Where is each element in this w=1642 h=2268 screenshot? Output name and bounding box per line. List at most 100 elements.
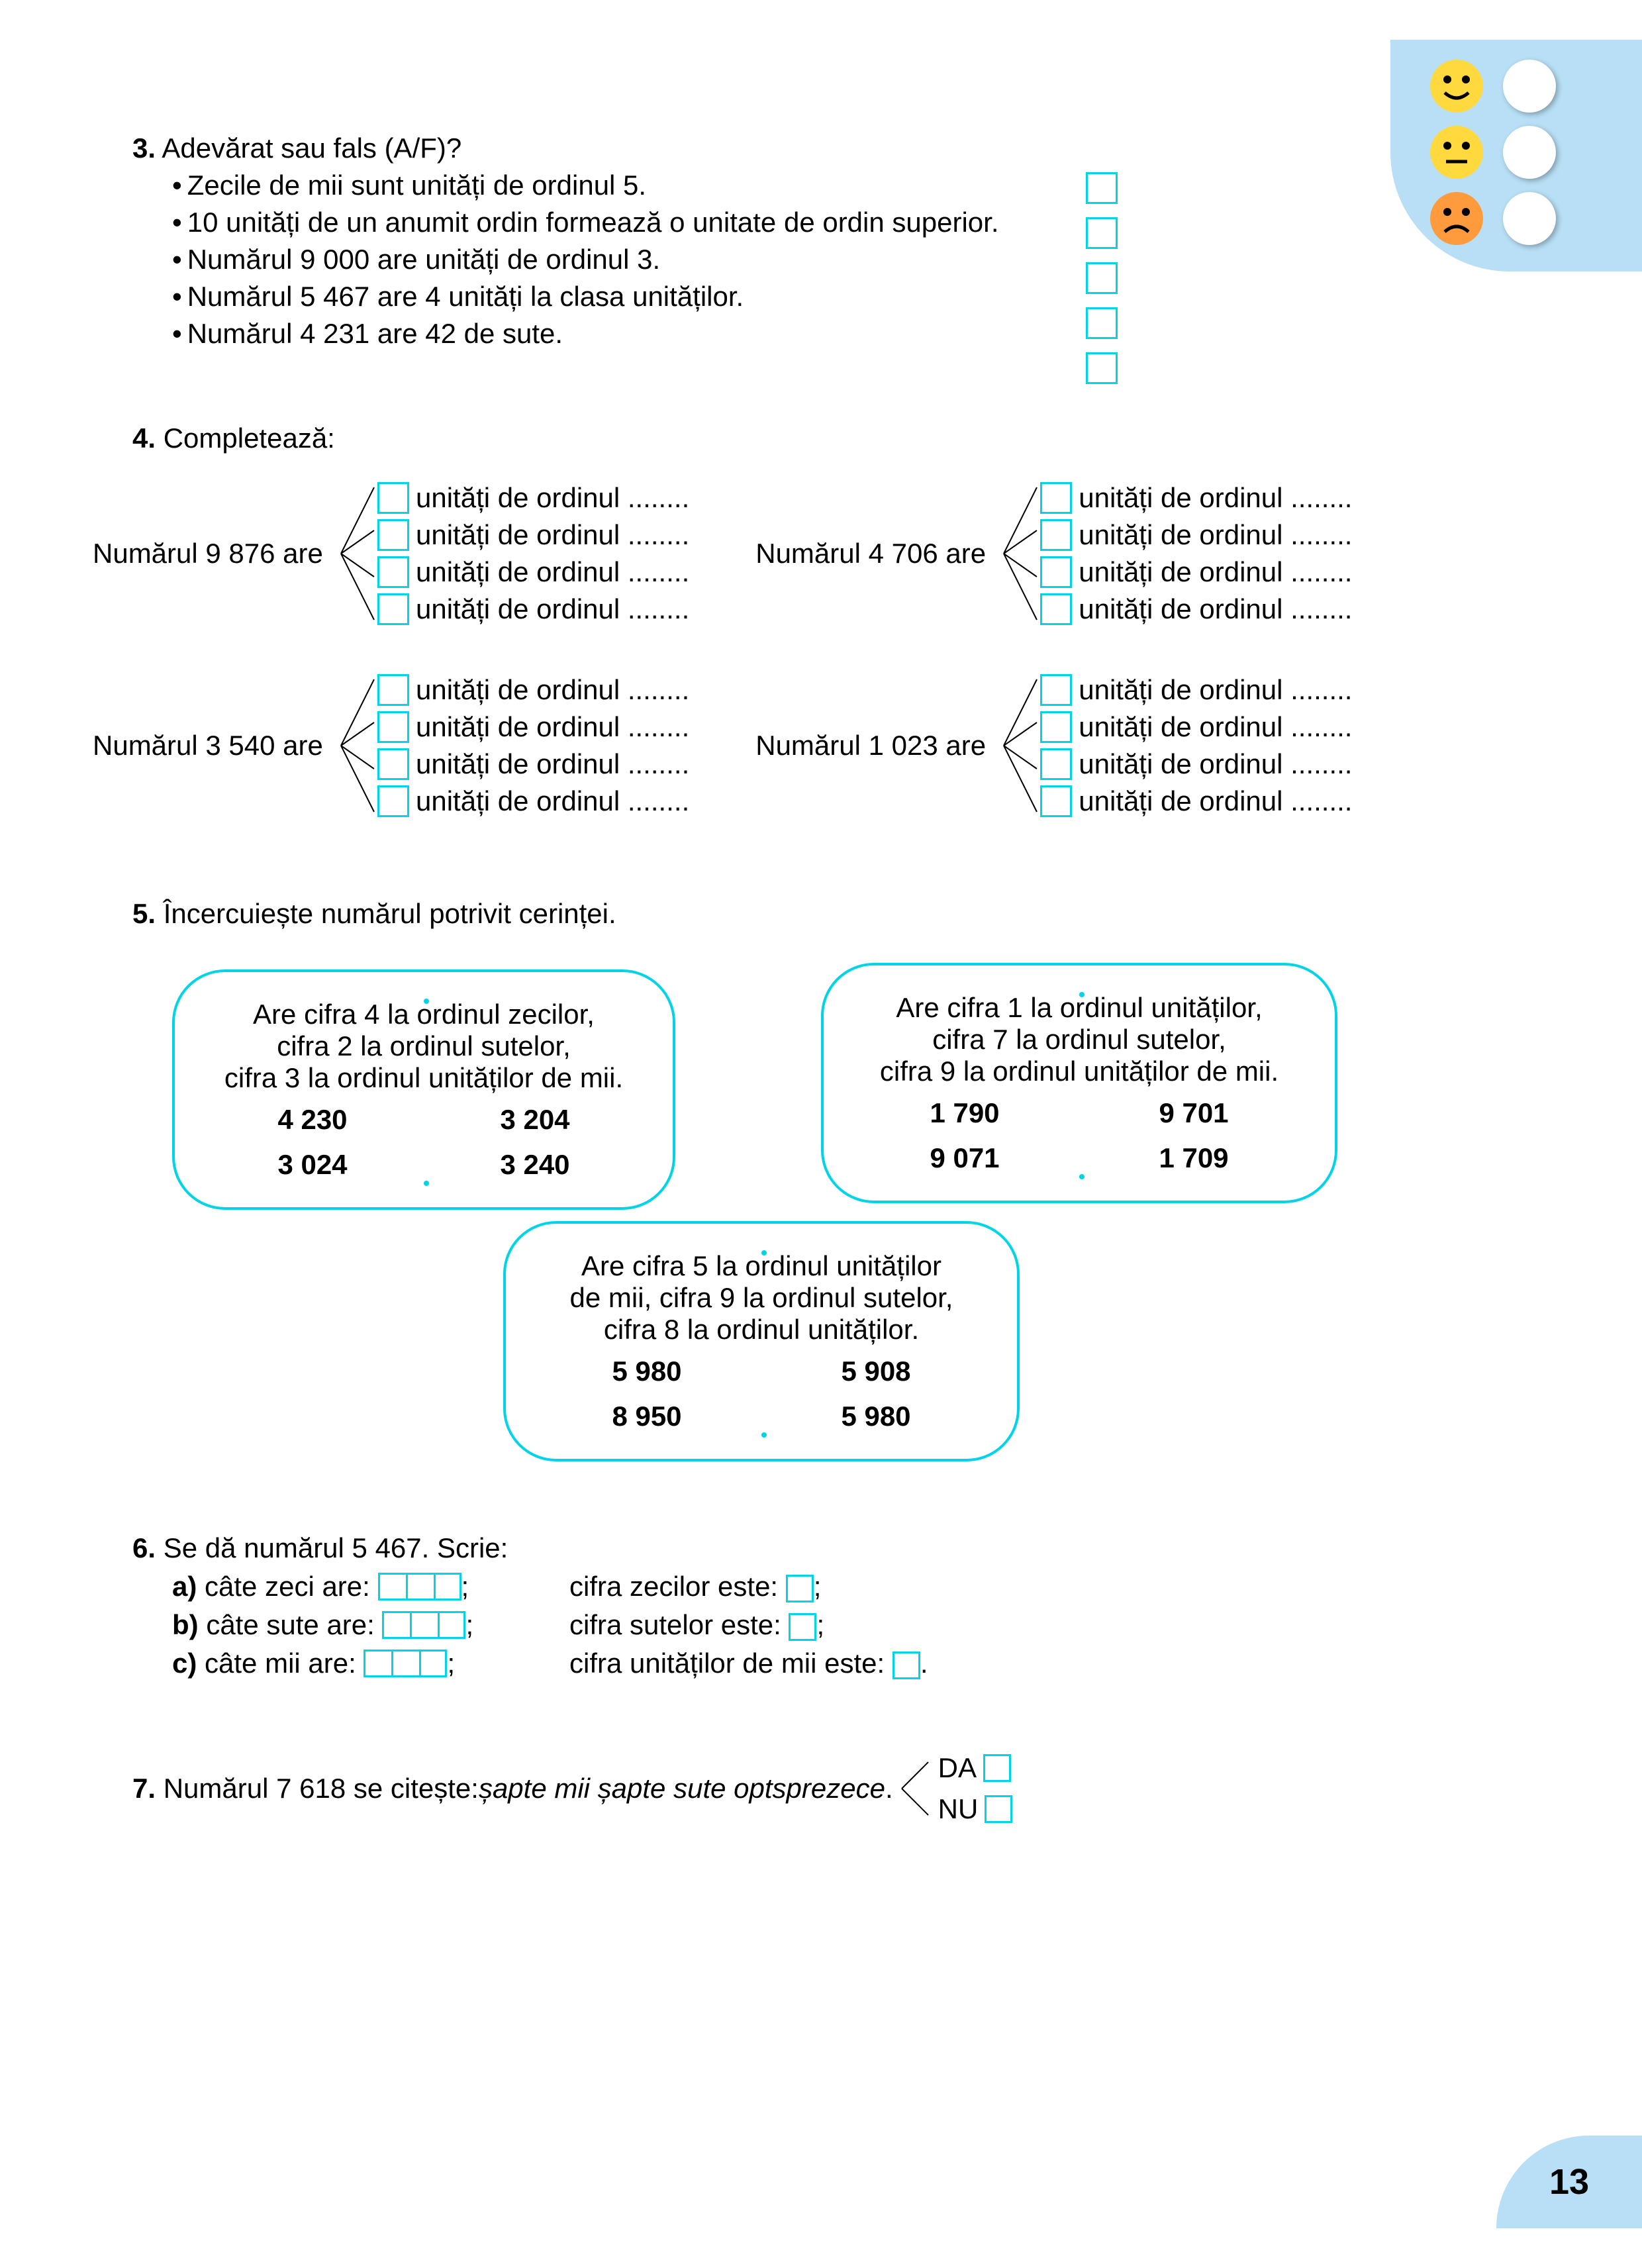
page-number: 13 (1496, 2136, 1642, 2228)
cloud-num[interactable]: 1 709 (1159, 1142, 1228, 1174)
cloud-3: Are cifra 5 la ordinul unităților de mii… (503, 1221, 1020, 1461)
answer-box[interactable] (789, 1613, 816, 1641)
cloud-num[interactable]: 8 950 (612, 1401, 681, 1432)
cloud-num[interactable]: 5 980 (612, 1356, 681, 1387)
q6-left-text: câte mii are: (205, 1648, 356, 1679)
answer-box[interactable] (378, 1573, 406, 1601)
answer-box[interactable] (1040, 785, 1072, 817)
answer-box[interactable] (786, 1575, 814, 1602)
answer-box[interactable] (985, 1795, 1012, 1823)
question-6: 6. Se dă numărul 5 467. Scrie: a) câte z… (132, 1532, 1523, 1679)
q6-letter: b) (172, 1609, 199, 1641)
cloud-num[interactable]: 5 980 (841, 1401, 910, 1432)
q6-right-text: cifra zecilor este: (569, 1571, 778, 1602)
cloud-2: Are cifra 1 la ordinul unităților, cifra… (821, 963, 1337, 1203)
answer-box[interactable] (1040, 556, 1072, 588)
fill-text: unități de ordinul ........ (416, 482, 689, 514)
answer-box[interactable] (1040, 519, 1072, 551)
fill-text: unități de ordinul ........ (416, 556, 689, 588)
answer-box[interactable] (377, 556, 409, 588)
q6-left-text: câte zeci are: (205, 1571, 370, 1602)
q4-group: Numărul 1 023 are unități de ordinul ...… (755, 666, 1352, 825)
answer-box[interactable] (1040, 711, 1072, 743)
q5-title: Încercuiește numărul potrivit cerinței. (164, 898, 616, 929)
fill-text: unități de ordinul ........ (1079, 748, 1352, 780)
cloud-line: Are cifra 1 la ordinul unităților, (863, 992, 1295, 1024)
bracket-icon (1000, 666, 1040, 825)
answer-box[interactable] (1086, 172, 1118, 204)
nu-label: NU (938, 1793, 979, 1825)
answer-box[interactable] (1040, 748, 1072, 780)
cloud-num[interactable]: 4 230 (277, 1104, 347, 1136)
cloud-num[interactable]: 3 240 (500, 1149, 569, 1181)
q4-label: Numărul 4 706 are (755, 538, 1000, 569)
fill-text: unități de ordinul ........ (416, 593, 689, 625)
fill-text: unități de ordinul ........ (1079, 785, 1352, 817)
q5-number: 5. (132, 898, 156, 929)
question-5: 5. Încercuiește numărul potrivit cerințe… (132, 898, 1523, 1459)
answer-box[interactable] (410, 1611, 438, 1639)
q3-item: Numărul 4 231 are 42 de sute. (187, 318, 563, 350)
answer-box[interactable] (377, 482, 409, 514)
fill-text: unități de ordinul ........ (416, 748, 689, 780)
da-label: DA (938, 1752, 977, 1784)
cloud-num[interactable]: 1 790 (930, 1097, 999, 1129)
bracket-icon (1000, 474, 1040, 633)
cloud-1: Are cifra 4 la ordinul zecilor, cifra 2 … (172, 969, 675, 1210)
q3-title: Adevărat sau fals (A/F)? (162, 132, 461, 164)
q4-title: Completează: (164, 422, 335, 454)
q3-item: Zecile de mii sunt unități de ordinul 5. (187, 170, 646, 201)
fill-text: unități de ordinul ........ (1079, 593, 1352, 625)
q3-number: 3. (132, 132, 156, 164)
answer-box[interactable] (377, 519, 409, 551)
q7-text-prefix: Numărul 7 618 se citește: (164, 1773, 479, 1804)
q3-item: 10 unități de un anumit ordin formează o… (187, 207, 999, 238)
rating-slot-happy[interactable] (1503, 60, 1556, 113)
bracket-icon (338, 474, 377, 633)
answer-box[interactable] (377, 593, 409, 625)
q6-title: Se dă numărul 5 467. Scrie: (164, 1532, 508, 1563)
answer-box[interactable] (363, 1650, 391, 1677)
answer-box[interactable] (1086, 217, 1118, 249)
cloud-line: cifra 2 la ordinul sutelor, (215, 1030, 633, 1062)
q6-letter: a) (172, 1571, 197, 1602)
answer-box[interactable] (419, 1650, 447, 1677)
answer-box[interactable] (391, 1650, 419, 1677)
fill-text: unități de ordinul ........ (1079, 674, 1352, 706)
cloud-num[interactable]: 3 204 (500, 1104, 569, 1136)
q4-group: Numărul 3 540 are unități de ordinul ...… (93, 666, 689, 825)
answer-box[interactable] (406, 1573, 434, 1601)
cloud-line: cifra 8 la ordinul unităților. (546, 1314, 977, 1346)
fill-text: unități de ordinul ........ (1079, 711, 1352, 743)
cloud-num[interactable]: 3 024 (277, 1149, 347, 1181)
answer-box[interactable] (438, 1611, 465, 1639)
cloud-line: de mii, cifra 9 la ordinul sutelor, (546, 1282, 977, 1314)
q7-number: 7. (132, 1773, 156, 1804)
fill-text: unități de ordinul ........ (416, 674, 689, 706)
answer-box[interactable] (377, 748, 409, 780)
q4-label: Numărul 9 876 are (93, 538, 338, 569)
q6-right-text: cifra unităților de mii este: (569, 1648, 885, 1679)
answer-box[interactable] (1040, 593, 1072, 625)
q6-letter: c) (172, 1648, 197, 1679)
answer-box[interactable] (377, 711, 409, 743)
answer-box[interactable] (1086, 352, 1118, 384)
cloud-num[interactable]: 5 908 (841, 1356, 910, 1387)
answer-box[interactable] (1040, 482, 1072, 514)
cloud-num[interactable]: 9 071 (930, 1142, 999, 1174)
question-3: 3. Adevărat sau fals (A/F)? •Zecile de m… (132, 132, 1523, 350)
answer-box[interactable] (377, 785, 409, 817)
answer-box[interactable] (1086, 262, 1118, 294)
answer-box[interactable] (434, 1573, 461, 1601)
answer-box[interactable] (1040, 674, 1072, 706)
question-4: 4. Completează: Numărul 9 876 are unităț… (93, 422, 1523, 825)
answer-box[interactable] (382, 1611, 410, 1639)
cloud-num[interactable]: 9 701 (1159, 1097, 1228, 1129)
q4-group: Numărul 4 706 are unități de ordinul ...… (755, 474, 1352, 633)
answer-box[interactable] (1086, 307, 1118, 339)
answer-box[interactable] (377, 674, 409, 706)
cloud-line: Are cifra 4 la ordinul zecilor, (215, 999, 633, 1030)
answer-box[interactable] (983, 1754, 1011, 1782)
bracket-icon (898, 1752, 932, 1825)
answer-box[interactable] (893, 1652, 920, 1679)
